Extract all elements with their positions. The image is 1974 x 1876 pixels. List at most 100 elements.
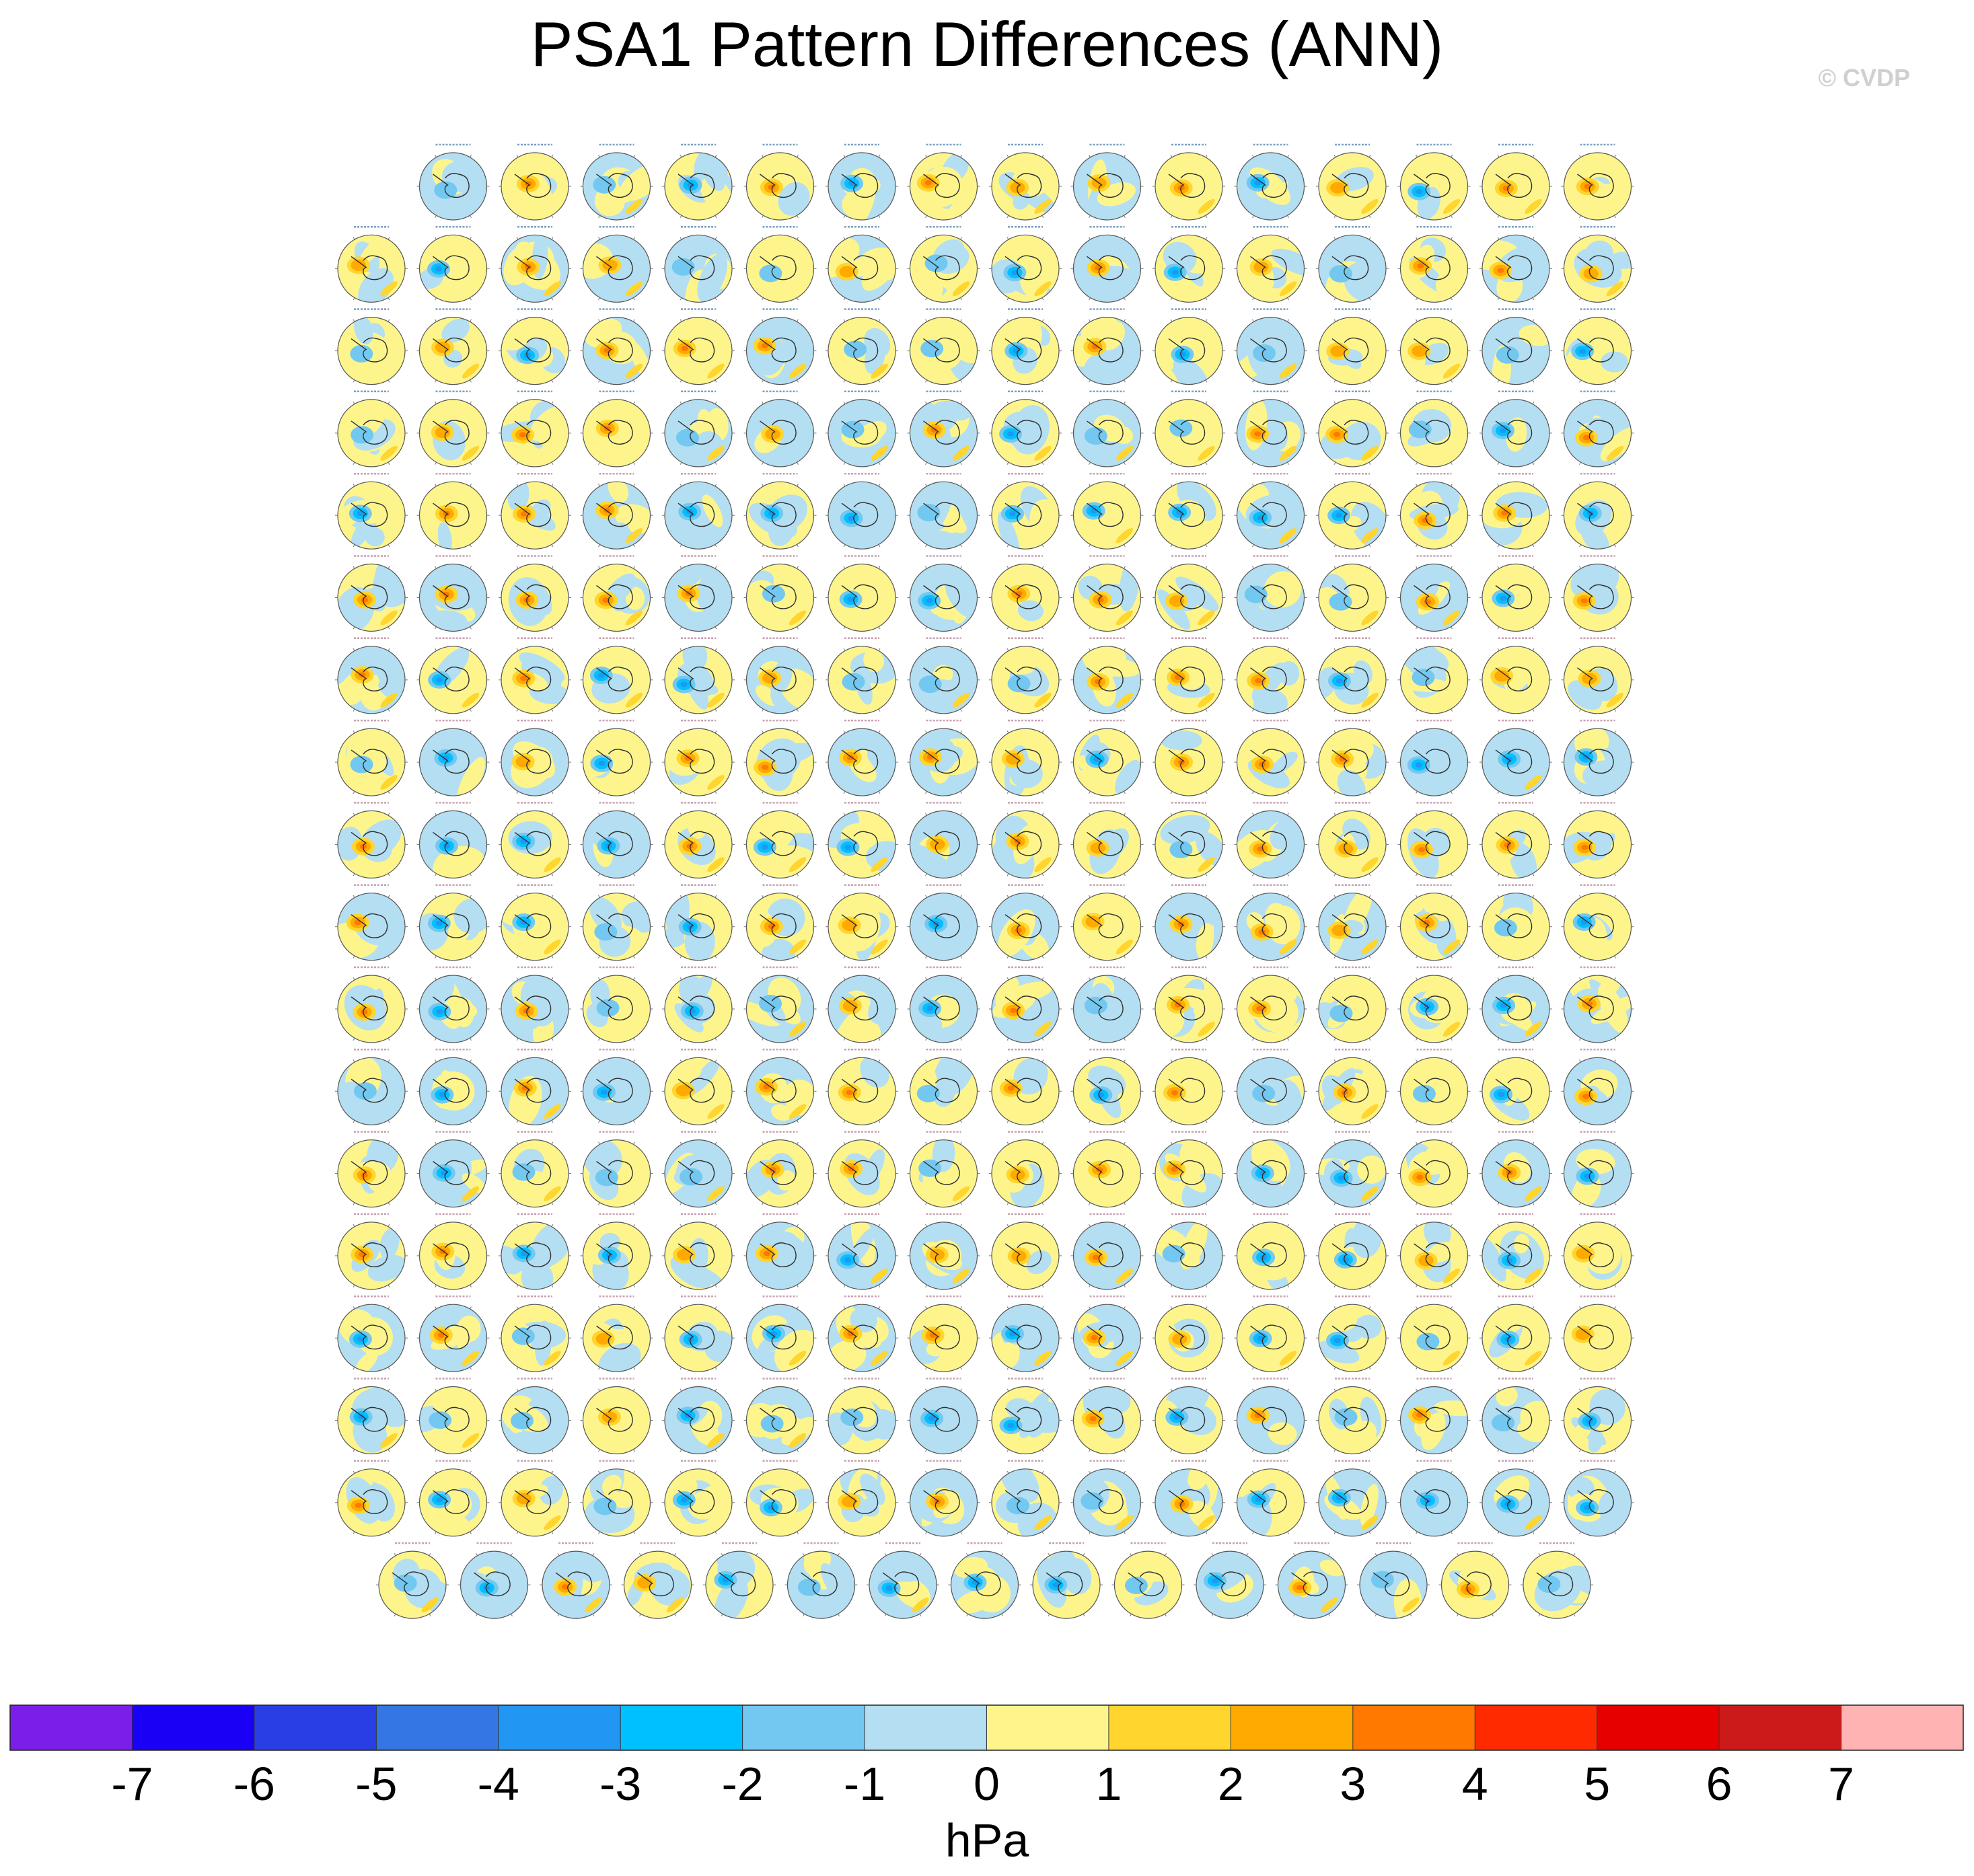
antarctica-coastline (1414, 1324, 1451, 1350)
longitude-tick (797, 1449, 799, 1452)
longitude-tick (1089, 708, 1091, 712)
longitude-tick (633, 708, 635, 712)
longitude-tick (1170, 791, 1173, 794)
longitude-tick (1252, 461, 1254, 465)
longitude-tick (1287, 1531, 1289, 1534)
longitude-tick (353, 401, 355, 404)
antarctica-coastline (351, 337, 388, 363)
difference-map-panel (907, 1378, 980, 1455)
longitude-tick (1614, 1141, 1616, 1145)
antarctica-coastline (923, 255, 960, 280)
longitude-tick (551, 648, 554, 651)
longitude-tick (1089, 297, 1091, 301)
anomaly-streak (1034, 1515, 1052, 1530)
antarctica-coastline (1087, 420, 1124, 445)
longitude-tick (1252, 154, 1254, 157)
longitude-tick (1205, 626, 1208, 630)
longitude-tick (388, 977, 390, 980)
difference-map-panel (499, 1049, 571, 1125)
longitude-tick (1368, 566, 1371, 569)
longitude-tick (1451, 1470, 1453, 1474)
antarctica-coastline (760, 666, 797, 691)
difference-map-panel (989, 308, 1062, 385)
anomaly-contour (1268, 1422, 1297, 1446)
longitude-tick (797, 1470, 799, 1474)
difference-map-panel (1479, 1049, 1552, 1125)
longitude-tick (843, 154, 846, 157)
difference-map-panel (1153, 884, 1225, 961)
anomaly-core (1011, 1250, 1027, 1262)
anomaly-contour (1358, 1063, 1386, 1106)
difference-map-panel (580, 1378, 653, 1455)
longitude-tick (388, 1367, 390, 1370)
longitude-tick (680, 1531, 682, 1534)
antarctica-coastline (1577, 913, 1614, 938)
longitude-tick (1532, 484, 1535, 487)
longitude-tick (1368, 1284, 1371, 1287)
longitude-tick (598, 791, 600, 794)
longitude-tick (878, 1141, 881, 1145)
anomaly-core (637, 1577, 653, 1589)
anomaly-contour (1161, 646, 1184, 685)
difference-map-panel (907, 226, 980, 303)
difference-map-panel (580, 637, 653, 714)
longitude-tick (633, 1531, 635, 1534)
antarctica-coastline (1250, 255, 1287, 280)
longitude-tick (1497, 1038, 1500, 1041)
longitude-tick (633, 813, 635, 816)
difference-map-panel (1153, 555, 1225, 632)
longitude-tick (1287, 1038, 1289, 1041)
longitude-tick (1614, 1531, 1616, 1534)
antarctica-coastline (923, 337, 960, 363)
longitude-tick (551, 1306, 554, 1310)
longitude-tick (878, 791, 881, 794)
longitude-tick (797, 297, 799, 301)
antarctica-coastline (555, 1571, 593, 1597)
antarctica-coastline (841, 749, 879, 774)
anomaly-contour (696, 574, 723, 613)
longitude-tick (680, 1141, 682, 1145)
longitude-tick (1416, 484, 1418, 487)
anomaly-core (1255, 678, 1262, 683)
antarctica-coastline (1250, 584, 1287, 609)
longitude-tick (843, 955, 846, 959)
longitude-tick (1497, 1141, 1500, 1145)
longitude-tick (435, 1449, 437, 1452)
anomaly-streak (1361, 445, 1379, 461)
longitude-tick (960, 1367, 962, 1370)
longitude-tick (680, 379, 682, 383)
longitude-tick (843, 813, 846, 816)
longitude-tick (435, 319, 437, 322)
longitude-tick (551, 1449, 554, 1452)
antarctica-coastline (1331, 584, 1369, 609)
antarctica-coastline (760, 1242, 797, 1267)
anomaly-contour (515, 153, 550, 182)
longitude-tick (1124, 544, 1126, 548)
anomaly-streak (871, 363, 888, 379)
difference-map-panel (907, 1213, 980, 1290)
difference-map-panel (1070, 966, 1144, 1043)
longitude-tick (680, 873, 682, 876)
longitude-tick (925, 461, 927, 465)
antarctica-coastline (1250, 1078, 1287, 1103)
anomaly-core (361, 1009, 368, 1015)
difference-map-panel (989, 719, 1062, 796)
difference-map-panel (907, 390, 980, 467)
difference-map-panel (1070, 1049, 1144, 1125)
antarctica-coastline (1250, 173, 1287, 198)
longitude-tick (388, 626, 390, 630)
anomaly-streak (871, 445, 888, 461)
longitude-tick (1287, 319, 1289, 322)
longitude-tick (1532, 873, 1535, 876)
longitude-tick (1041, 461, 1044, 465)
anomaly-core (842, 1495, 857, 1507)
anomaly-contour (777, 1170, 796, 1191)
longitude-tick (353, 791, 355, 794)
anomaly-streak (1606, 281, 1624, 297)
difference-map-panel (580, 719, 653, 796)
longitude-tick (1252, 319, 1254, 322)
difference-map-panel (1316, 1378, 1389, 1455)
difference-map-panel (499, 555, 571, 632)
longitude-tick (878, 1531, 881, 1534)
longitude-tick (435, 1120, 437, 1123)
